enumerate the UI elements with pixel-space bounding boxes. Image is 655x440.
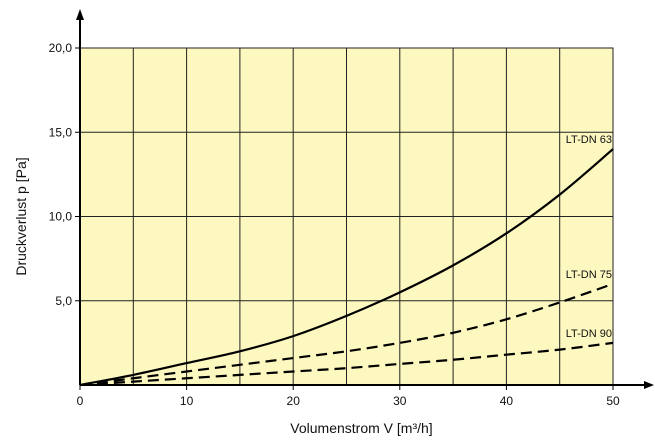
x-tick-label: 50 bbox=[606, 394, 620, 408]
y-axis-arrow bbox=[76, 9, 84, 20]
x-axis-title: Volumenstrom V [m³/h] bbox=[290, 420, 432, 436]
series-line-lt-dn-75 bbox=[79, 282, 614, 387]
x-axis-arrow bbox=[644, 381, 654, 389]
series-lines bbox=[79, 148, 614, 387]
axes bbox=[76, 9, 654, 389]
y-tick-label: 20,0 bbox=[49, 41, 73, 55]
grid bbox=[80, 47, 614, 385]
tick-labels: 0 10 20 30 40 50 5,0 10,0 15,0 20,0 bbox=[49, 41, 620, 408]
y-tick-label: 10,0 bbox=[49, 210, 73, 224]
x-tick-label: 30 bbox=[393, 394, 407, 408]
y-tick-label: 15,0 bbox=[49, 125, 73, 139]
series-labels: LT-DN 63 LT-DN 75 LT-DN 90 bbox=[566, 134, 612, 340]
series-label-lt-dn-90: LT-DN 90 bbox=[566, 328, 612, 340]
series-label-lt-dn-63: LT-DN 63 bbox=[566, 134, 612, 146]
x-tick-label: 20 bbox=[287, 394, 301, 408]
x-tick-label: 10 bbox=[180, 394, 194, 408]
series-label-lt-dn-75: LT-DN 75 bbox=[566, 269, 612, 281]
x-tick-label: 40 bbox=[500, 394, 514, 408]
series-line-lt-dn-63 bbox=[79, 148, 614, 387]
series-line-lt-dn-90 bbox=[79, 341, 614, 387]
y-axis-title: Druckverlust p [Pa] bbox=[13, 157, 29, 275]
y-tick-label: 5,0 bbox=[55, 294, 72, 308]
x-tick-label: 0 bbox=[77, 394, 84, 408]
